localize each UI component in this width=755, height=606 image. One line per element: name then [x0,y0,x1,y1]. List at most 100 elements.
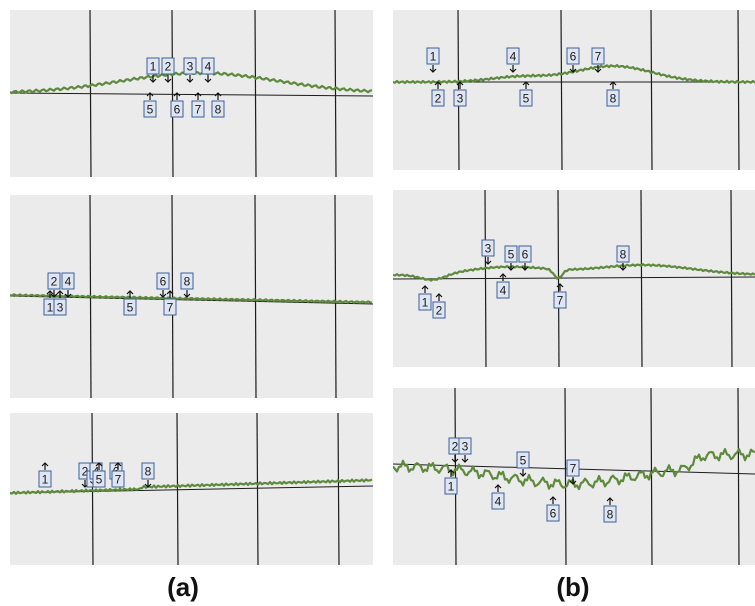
svg-text:1: 1 [42,473,49,487]
marker-5: 5 [143,92,157,118]
svg-text:5: 5 [127,301,134,315]
marker-7: 7 [163,290,177,316]
marker-2: 2 [47,272,61,298]
svg-text:8: 8 [607,508,614,522]
grid-line [337,413,340,565]
grid-line [171,195,174,398]
marker-1: 1 [444,469,458,495]
marker-8: 8 [616,245,630,271]
svg-text:6: 6 [160,275,167,289]
marker-7: 7 [191,92,205,118]
marker-4: 4 [61,272,75,298]
svg-text:7: 7 [595,50,602,64]
grid-line [640,190,643,367]
svg-text:4: 4 [495,495,502,509]
marker-5: 5 [504,245,518,271]
marker-8: 8 [211,92,225,118]
svg-text:5: 5 [520,454,527,468]
svg-text:6: 6 [522,248,529,262]
grid-line [254,195,257,398]
grid-line [334,10,337,177]
marker-2: 2 [431,81,445,107]
grid-line [560,10,563,170]
marker-6: 6 [566,47,580,73]
svg-text:3: 3 [485,242,492,256]
marker-5: 5 [519,81,533,107]
marker-4: 4 [506,47,520,73]
svg-text:1: 1 [430,50,437,64]
grid-line [730,190,733,367]
svg-text:7: 7 [557,294,564,308]
svg-text:8: 8 [145,465,152,479]
svg-text:2: 2 [51,275,58,289]
marker-3: 3 [53,290,67,316]
svg-text:8: 8 [184,275,191,289]
grid-line [171,10,174,177]
profile-trace [393,263,755,282]
grid-line [334,195,337,398]
marker-8: 8 [180,272,194,298]
svg-text:8: 8 [610,92,617,106]
photo-b1: 1 2 3 4 5 6 7 8 [393,10,755,170]
grid-line [650,388,653,565]
marker-3: 3 [458,437,472,463]
svg-text:7: 7 [115,473,122,487]
marker-1: 1 [146,57,160,83]
marker-6: 6 [156,272,170,298]
grid-line [256,413,259,565]
svg-text:5: 5 [147,103,154,117]
photo-a1: 1 2 3 45 6 7 8 [10,10,373,177]
grid-line [737,10,740,170]
svg-text:3: 3 [57,301,64,315]
svg-text:5: 5 [96,473,103,487]
marker-4: 4 [496,273,510,299]
marker-6: 6 [518,245,532,271]
svg-text:7: 7 [570,462,577,476]
marker-7: 7 [553,283,567,309]
grid-line [737,388,740,565]
marker-2: 2 [161,57,175,83]
svg-text:4: 4 [205,60,212,74]
profile-trace [393,64,755,85]
marker-7: 7 [591,47,605,73]
baseline [10,92,373,97]
svg-text:7: 7 [167,301,174,315]
svg-text:1: 1 [422,296,429,310]
marker-6: 6 [170,92,184,118]
svg-text:3: 3 [187,60,194,74]
marker-1: 1 [38,462,52,488]
marker-2: 2 [432,293,446,319]
caption-b: (b) [556,572,590,602]
svg-text:2: 2 [435,92,442,106]
marker-3: 3 [183,57,197,83]
photo-a2: 1 2 34 5 678 [10,195,373,398]
profile-trace [10,70,373,95]
baseline [393,276,755,280]
svg-text:2: 2 [82,465,89,479]
profile-trace [10,478,373,495]
svg-text:4: 4 [65,275,72,289]
svg-text:2: 2 [165,60,172,74]
marker-7: 7 [111,462,125,488]
svg-text:8: 8 [215,103,222,117]
grid-line [454,388,457,565]
svg-text:5: 5 [508,248,515,262]
svg-text:8: 8 [620,248,627,262]
profile-trace [10,293,373,304]
svg-text:1: 1 [150,60,157,74]
svg-text:6: 6 [570,50,577,64]
svg-text:2: 2 [436,304,443,318]
marker-4: 4 [201,57,215,83]
marker-2: 2 [448,437,462,463]
caption-a: (a) [167,572,199,602]
marker-8: 8 [606,81,620,107]
marker-5: 5 [123,290,137,316]
marker-1: 1 [426,47,440,73]
svg-text:6: 6 [174,103,181,117]
